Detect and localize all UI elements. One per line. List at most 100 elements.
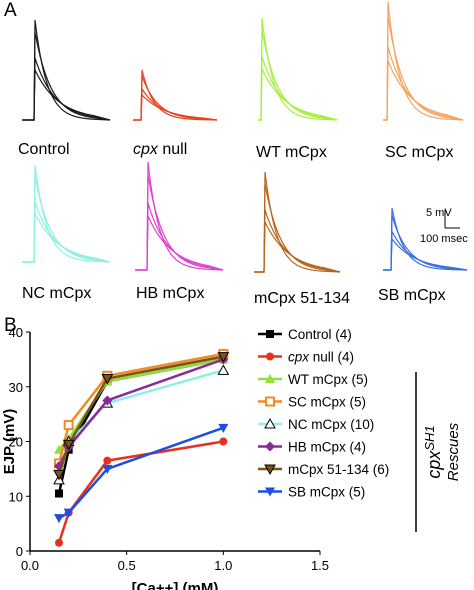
ejp-trace [133, 93, 218, 121]
ejp-trace [383, 237, 468, 271]
legend-label: Control (4) [288, 327, 352, 342]
x-tick-label: 1.5 [311, 558, 329, 573]
data-point [265, 487, 275, 497]
legend-group-superscript: SH1 [422, 425, 437, 450]
legend-entry: SB mCpx (5) [258, 485, 365, 500]
data-point [103, 456, 112, 465]
ejp-trace [133, 69, 218, 121]
data-point [266, 352, 274, 361]
ejp-trace [254, 209, 341, 273]
ejp-trace [258, 30, 338, 121]
legend-group-label: cpxSH1 [422, 425, 444, 478]
data-point [62, 439, 75, 451]
ejp-trace [135, 215, 224, 271]
legend-entry: cpx null (4) [258, 350, 354, 365]
ejp-trace-group [135, 161, 224, 271]
trace-label-sb: SB mCpx [378, 287, 446, 304]
y-tick-label: 30 [9, 380, 23, 395]
panel-a-letter: A [4, 0, 17, 21]
ejp-trace [383, 1, 464, 121]
series-line [57, 440, 224, 544]
x-tick-label: 0.5 [118, 558, 136, 573]
series-group [55, 437, 228, 547]
series-group [54, 423, 229, 524]
legend-label: NC mCpx (10) [288, 417, 374, 432]
data-point [218, 423, 229, 433]
trace-label-cpx-null-rest: null [157, 141, 188, 158]
trace-label-nc: NC mCpx [22, 285, 92, 302]
ejp-chart: 0 10 20 30 40 0.0 0.5 1.0 1.5 EJP (mV) [Ca++] (mM)… [1, 325, 462, 590]
legend-entry: HB mCpx (4) [258, 440, 366, 455]
ejp-trace [254, 171, 341, 273]
trace-label-hb: HB mCpx [136, 285, 205, 302]
legend-label: SB mCpx (5) [288, 485, 365, 500]
data-point [217, 364, 230, 375]
ejp-trace [258, 17, 338, 121]
ejp-trace [22, 19, 111, 121]
legend-label-italic: cpx [288, 350, 310, 365]
ejp-trace-group [22, 19, 111, 121]
trace-label-cpx-null-italic: cpx [133, 141, 158, 158]
series-line [57, 352, 224, 464]
legend-label: mCpx 51-134 (6) [288, 462, 389, 477]
legend-entry: mCpx 51-134 (6) [258, 462, 389, 477]
data-point [101, 374, 114, 385]
ejp-trace-group [383, 1, 464, 121]
ejp-trace [254, 221, 341, 273]
ejp-trace [22, 213, 111, 263]
trace-label-control: Control [18, 141, 70, 158]
data-point [265, 374, 275, 383]
trace-label-mcpx51: mCpx 51-134 [254, 290, 351, 307]
trace-label-sc: SC mCpx [385, 144, 454, 161]
ejp-trace-group [254, 171, 341, 273]
panel-b-letter: B [4, 315, 17, 336]
legend-label: cpx null (4) [288, 350, 354, 365]
trace-panel [22, 1, 468, 273]
ejp-trace-group [133, 69, 218, 121]
series-group [53, 352, 230, 481]
ejp-trace [258, 68, 338, 121]
data-point [266, 330, 274, 338]
ejp-trace [135, 161, 224, 271]
ejp-trace [383, 207, 468, 271]
y-tick-label: 20 [9, 435, 23, 450]
legend-label: SC mCpx (5) [288, 395, 366, 410]
legend-entry: SC mCpx (5) [258, 395, 366, 410]
trace-label-cpx-null: cpx null [133, 141, 187, 159]
ejp-trace-group [258, 17, 338, 121]
ejp-trace [133, 87, 218, 121]
y-tick-label: 0 [16, 544, 23, 559]
data-point [63, 508, 74, 518]
series-line [58, 426, 224, 520]
legend-label: WT mCpx (5) [288, 372, 368, 387]
data-point [265, 441, 275, 452]
data-point [55, 538, 63, 547]
trace-label-wt: WT mCpx [256, 144, 327, 161]
y-tick-label: 10 [9, 489, 23, 504]
data-point [217, 352, 230, 363]
ejp-trace [22, 164, 111, 263]
legend-label-rest: null (4) [309, 350, 354, 365]
data-point [265, 396, 275, 407]
legend-group-sublabel: Rescues [445, 422, 462, 481]
data-point [53, 469, 65, 481]
legend-entry: WT mCpx (5) [258, 372, 368, 387]
y-tick-label: 40 [9, 325, 23, 340]
x-tick-label: 0.0 [21, 558, 39, 573]
scalebar-time-label: 100 msec [420, 233, 468, 245]
y-axis-title: EJP (mV) [1, 409, 18, 475]
data-point [102, 464, 113, 474]
data-point [55, 489, 63, 498]
data-point [63, 420, 74, 431]
series-line [57, 369, 224, 481]
data-point [219, 437, 228, 446]
ejp-trace [22, 69, 111, 121]
series-line [57, 355, 224, 475]
legend-label: HB mCpx (4) [288, 440, 366, 455]
x-axis-title: [Ca++] (mM) [132, 580, 219, 590]
data-point [102, 395, 113, 406]
legend-group-main: cpx [424, 450, 444, 479]
x-tick-label: 1.0 [214, 558, 232, 573]
legend-entry: NC mCpx (10) [258, 417, 374, 432]
data-point [264, 464, 276, 476]
